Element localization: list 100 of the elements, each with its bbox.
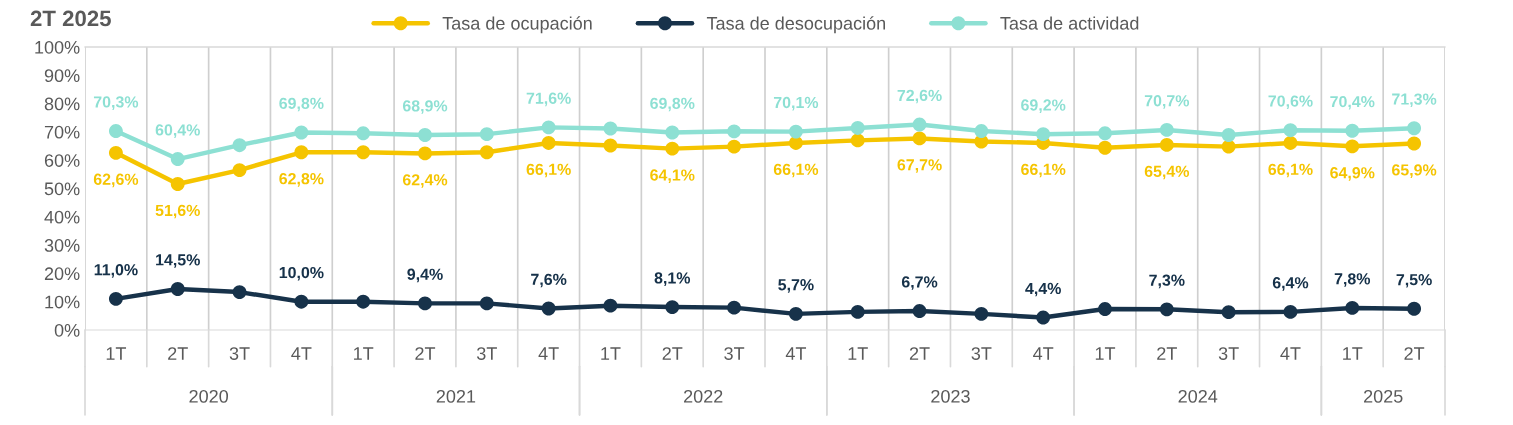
x-tick-label: 2T bbox=[662, 347, 683, 360]
x-tick-label: 3T bbox=[971, 347, 992, 360]
y-tick-label: 10% bbox=[45, 295, 80, 309]
x-tick-label: 1T bbox=[1095, 347, 1116, 360]
data-label: 7,6% bbox=[531, 273, 567, 288]
data-label: 66,1% bbox=[1268, 163, 1313, 178]
data-label: 5,7% bbox=[778, 279, 814, 293]
x-tick-label: 1T bbox=[848, 347, 868, 360]
data-label: 8,1% bbox=[654, 272, 691, 286]
x-tick-label: 3T bbox=[724, 347, 745, 360]
text: 2020 bbox=[189, 389, 229, 403]
point bbox=[1221, 128, 1236, 142]
data-label: 7,5% bbox=[1396, 274, 1432, 288]
data-label: 60,4% bbox=[155, 124, 200, 138]
data-label: 72,6% bbox=[897, 89, 942, 104]
x-tick-label: 4T bbox=[291, 347, 312, 360]
point bbox=[727, 139, 742, 154]
data-label: 70,4% bbox=[1330, 95, 1375, 110]
point bbox=[294, 125, 309, 140]
data-label: 7,8% bbox=[1334, 273, 1371, 287]
point bbox=[1345, 139, 1360, 154]
point bbox=[1098, 302, 1112, 316]
point bbox=[665, 300, 680, 315]
data-label: 62,4% bbox=[402, 174, 448, 188]
data-label: 62,6% bbox=[93, 173, 139, 188]
data-label: 11,0% bbox=[94, 264, 138, 278]
point bbox=[850, 304, 865, 319]
point bbox=[541, 135, 556, 150]
data-label: 65,4% bbox=[1144, 165, 1190, 180]
chart-title: 2T 2025 bbox=[30, 10, 111, 27]
x-tick-label: 2T bbox=[909, 347, 930, 360]
text: 2023 bbox=[931, 389, 970, 403]
point bbox=[1283, 123, 1298, 138]
point bbox=[727, 124, 742, 139]
point bbox=[1221, 139, 1236, 154]
point bbox=[541, 120, 556, 135]
data-label: 6,7% bbox=[901, 276, 938, 290]
x-tick-label: 2T bbox=[1157, 347, 1177, 360]
y-tick-label: 70% bbox=[44, 125, 80, 139]
point bbox=[418, 128, 432, 142]
data-label: 51,6% bbox=[155, 204, 200, 219]
data-label: 68,9% bbox=[402, 100, 448, 114]
data-label: 7,3% bbox=[1149, 274, 1185, 289]
x-tick-label: 1T bbox=[106, 347, 127, 360]
point bbox=[541, 301, 556, 316]
x-tick-label: 3T bbox=[229, 347, 250, 360]
x-tick-label: 4T bbox=[538, 347, 559, 360]
point bbox=[1098, 140, 1112, 155]
point bbox=[170, 282, 185, 296]
data-label: 67,7% bbox=[897, 159, 942, 173]
data-label: 4,4% bbox=[1025, 282, 1061, 297]
legend-label: Tasa de actividad bbox=[1000, 16, 1139, 30]
point bbox=[850, 120, 865, 135]
point bbox=[665, 125, 680, 140]
x-tick-label: 4T bbox=[1280, 347, 1301, 360]
point bbox=[479, 296, 494, 311]
point bbox=[1221, 305, 1236, 320]
y-tick-label: 20% bbox=[44, 267, 80, 281]
data-label: 64,9% bbox=[1330, 167, 1375, 181]
data-label: 70,1% bbox=[773, 96, 819, 111]
point bbox=[418, 296, 432, 311]
point bbox=[1098, 126, 1112, 141]
data-label: 70,3% bbox=[93, 96, 139, 110]
x-tick-label: 3T bbox=[476, 347, 497, 360]
point bbox=[788, 306, 803, 321]
point bbox=[232, 163, 247, 178]
data-label: 70,6% bbox=[1268, 95, 1313, 110]
point bbox=[232, 138, 247, 153]
legend-label: Tasa de desocupación bbox=[706, 16, 886, 34]
y-tick-label: 0% bbox=[54, 323, 80, 337]
point bbox=[974, 124, 989, 138]
data-label: 66,1% bbox=[773, 163, 819, 178]
point bbox=[1345, 123, 1360, 138]
point bbox=[850, 133, 865, 148]
point bbox=[1159, 302, 1174, 317]
point bbox=[170, 152, 185, 167]
point bbox=[108, 124, 123, 138]
y-tick-label: 80% bbox=[44, 97, 80, 111]
point bbox=[1036, 310, 1051, 325]
point bbox=[356, 145, 371, 160]
data-label: 66,1% bbox=[1021, 163, 1066, 178]
data-label: 70,7% bbox=[1144, 95, 1190, 109]
point bbox=[479, 127, 494, 142]
point bbox=[603, 138, 618, 153]
y-tick-label: 40% bbox=[44, 210, 80, 224]
x-tick-label: 4T bbox=[785, 347, 807, 360]
point bbox=[294, 294, 309, 309]
data-label: 71,3% bbox=[1392, 93, 1437, 108]
point bbox=[108, 145, 123, 160]
point bbox=[170, 177, 185, 191]
data-label: 64,1% bbox=[650, 169, 695, 183]
text: 2021 bbox=[436, 389, 476, 403]
point bbox=[108, 291, 123, 306]
point bbox=[1036, 127, 1051, 142]
text: 2024 bbox=[1178, 389, 1218, 403]
point bbox=[788, 135, 803, 150]
point bbox=[479, 145, 494, 160]
x-tick-label: 2T bbox=[415, 347, 436, 360]
point bbox=[727, 300, 742, 315]
data-label: 62,8% bbox=[279, 173, 324, 187]
